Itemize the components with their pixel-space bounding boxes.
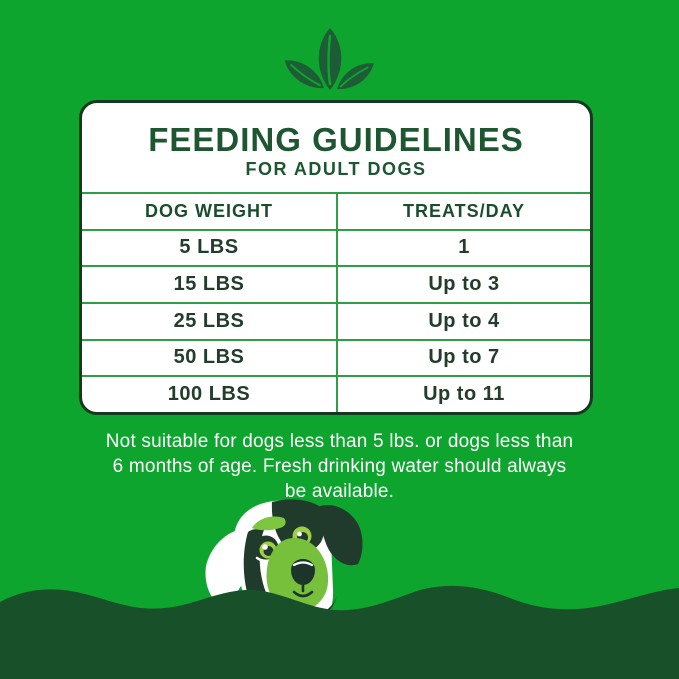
card-title-block: FEEDING GUIDELINES FOR ADULT DOGS (82, 103, 590, 192)
bottom-wave (0, 585, 679, 679)
column-header-dog-weight: DOG WEIGHT (82, 192, 336, 229)
feeding-table: DOG WEIGHT TREATS/DAY 5 LBS 1 15 LBS Up … (82, 192, 590, 412)
table-cell-weight: 25 LBS (82, 302, 336, 339)
column-header-treats-day: TREATS/DAY (336, 192, 590, 229)
table-cell-weight: 15 LBS (82, 265, 336, 302)
table-cell-treats: Up to 3 (336, 265, 590, 302)
table-cell-treats: Up to 4 (336, 302, 590, 339)
table-cell-treats: 1 (336, 228, 590, 266)
note-line: Not suitable for dogs less than 5 lbs. o… (105, 431, 574, 452)
note-line: 6 months of age. Fresh drinking water sh… (112, 456, 567, 477)
leaves-icon (284, 28, 374, 90)
table-cell-weight: 50 LBS (82, 338, 336, 376)
card-title: FEEDING GUIDELINES (148, 120, 524, 158)
feeding-guidelines-card: FEEDING GUIDELINES FOR ADULT DOGS DOG WE… (79, 100, 593, 415)
note-line: be available. (284, 481, 395, 502)
table-cell-treats: Up to 7 (336, 338, 590, 376)
suitability-note: Not suitable for dogs less than 5 lbs. o… (0, 429, 679, 504)
table-cell-weight: 100 LBS (82, 375, 336, 412)
table-cell-weight: 5 LBS (82, 228, 336, 266)
card-subtitle: FOR ADULT DOGS (245, 159, 427, 180)
table-cell-treats: Up to 11 (336, 375, 590, 412)
